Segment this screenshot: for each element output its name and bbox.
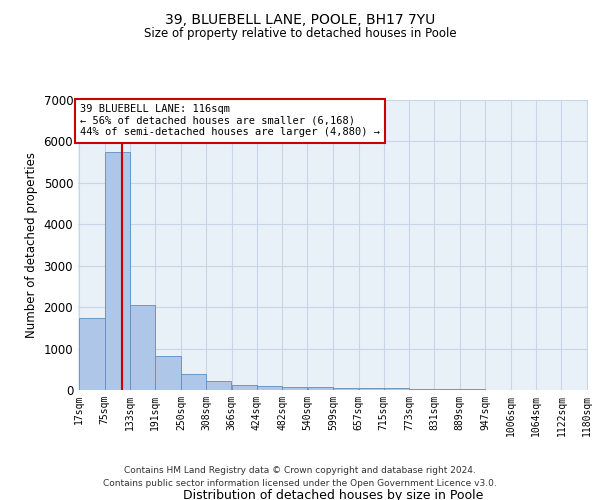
Bar — [409, 389, 434, 390]
Bar — [206, 381, 232, 390]
Bar — [434, 389, 460, 390]
Text: Size of property relative to detached houses in Poole: Size of property relative to detached ho… — [143, 28, 457, 40]
X-axis label: Distribution of detached houses by size in Poole: Distribution of detached houses by size … — [183, 489, 483, 500]
Bar — [232, 384, 257, 390]
Y-axis label: Number of detached properties: Number of detached properties — [25, 152, 38, 338]
Bar — [130, 305, 155, 390]
Text: 39, BLUEBELL LANE, POOLE, BH17 7YU: 39, BLUEBELL LANE, POOLE, BH17 7YU — [165, 12, 435, 26]
Bar — [282, 387, 307, 390]
Bar — [308, 387, 333, 390]
Bar — [359, 388, 384, 390]
Bar — [384, 388, 409, 390]
Text: Contains HM Land Registry data © Crown copyright and database right 2024.
Contai: Contains HM Land Registry data © Crown c… — [103, 466, 497, 487]
Bar — [105, 152, 130, 390]
Bar — [155, 356, 181, 390]
Bar — [181, 374, 206, 390]
Bar — [257, 386, 282, 390]
Bar — [334, 388, 358, 390]
Text: 39 BLUEBELL LANE: 116sqm
← 56% of detached houses are smaller (6,168)
44% of sem: 39 BLUEBELL LANE: 116sqm ← 56% of detach… — [80, 104, 380, 138]
Bar — [79, 318, 104, 390]
